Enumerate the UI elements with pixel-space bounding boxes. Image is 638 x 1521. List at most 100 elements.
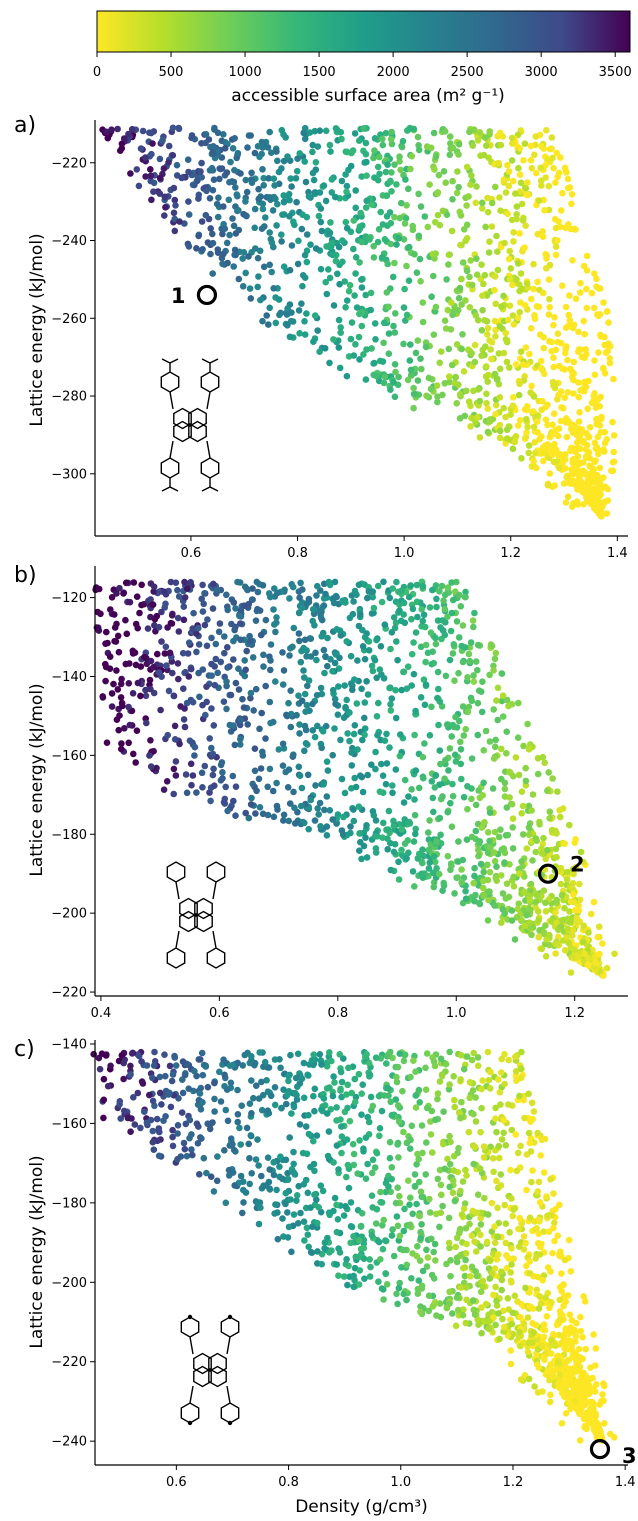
scatter-point [351,292,358,299]
scatter-point [396,607,403,614]
scatter-point [251,1061,258,1069]
scatter-point [387,177,394,185]
scatter-point [180,616,188,624]
scatter-point [359,643,367,650]
scatter-point [418,606,426,613]
scatter-point [129,690,137,697]
scatter-point [391,161,398,168]
scatter-point [542,416,550,424]
scatter-point [215,628,223,636]
scatter-point [202,1063,210,1070]
scatter-point [430,659,438,667]
scatter-point [548,338,556,346]
scatter-point [383,1281,391,1288]
scatter-point [170,209,178,217]
scatter-point [165,687,173,695]
scatter-point [554,173,561,181]
scatter-point [379,221,387,228]
scatter-point [584,961,592,968]
scatter-point [528,807,535,814]
scatter-point [209,167,217,174]
scatter-point [492,1283,499,1291]
scatter-point [450,641,458,648]
scatter-point [463,836,471,843]
scatter-point [387,701,394,708]
scatter-point [413,581,421,589]
scatter-point [255,273,262,280]
scatter-point [347,1199,355,1206]
scatter-point [436,814,444,822]
scatter-point [391,259,398,267]
scatter-point [275,168,283,176]
scatter-point [459,658,467,666]
scatter-point [237,1141,244,1148]
scatter-point [388,1164,396,1171]
scatter-point [94,624,102,631]
scatter-point [547,1176,554,1183]
scatter-point [320,602,328,609]
scatter-point [362,376,370,383]
scatter-point [393,241,400,248]
scatter-point [387,866,395,874]
scatter-point [508,1195,515,1202]
scatter-point [315,1204,323,1211]
scatter-point [448,733,456,740]
scatter-point [523,1186,530,1194]
scatter-point [338,135,345,143]
scatter-point [335,316,343,324]
scatter-point [203,683,210,690]
scatter-point [468,1056,476,1064]
scatter-point [256,247,264,255]
scatter-point [259,1091,267,1099]
scatter-point [517,1065,525,1072]
scatter-point [329,1092,337,1100]
scatter-point [417,694,425,701]
scatter-point [430,129,438,137]
scatter-point [414,133,422,141]
scatter-point [295,692,302,699]
scatter-point [491,828,499,836]
scatter-point [376,788,384,795]
scatter-point [595,510,603,517]
scatter-point [486,1257,494,1265]
scatter-point [470,387,477,395]
scatter-point [540,834,547,842]
scatter-point [459,856,467,864]
scatter-point [411,1171,419,1178]
scatter-point [590,397,597,405]
scatter-point [504,1295,512,1302]
scatter-point [363,1051,370,1058]
scatter-point [204,1120,211,1127]
scatter-point [193,648,200,656]
scatter-point [368,761,375,768]
scatter-point [199,1099,206,1106]
scatter-point [378,1199,386,1206]
scatter-point [374,731,381,739]
scatter-point [467,257,475,264]
scatter-point [148,150,155,158]
colorbar-gradient [96,10,631,53]
scatter-point [526,350,533,358]
scatter-point [513,215,520,223]
scatter-point [447,1138,454,1146]
scatter-point [524,1348,532,1356]
scatter-point [555,933,562,940]
scatter-point [427,1131,435,1138]
scatter-point [421,213,429,220]
scatter-point [335,344,343,351]
scatter-point [490,849,498,856]
scatter-point [158,1101,165,1108]
scatter-point [162,643,170,651]
scatter-point [358,1210,366,1217]
scatter-point [539,753,547,761]
scatter-point [272,294,279,301]
scatter-point [502,1239,510,1247]
scatter-point [169,1133,176,1141]
scatter-point [479,199,486,207]
scatter-point [273,148,280,155]
scatter-point [378,254,386,261]
scatter-point [472,827,480,835]
scatter-point [453,400,461,407]
scatter-point [185,198,192,205]
scatter-point [202,711,209,719]
